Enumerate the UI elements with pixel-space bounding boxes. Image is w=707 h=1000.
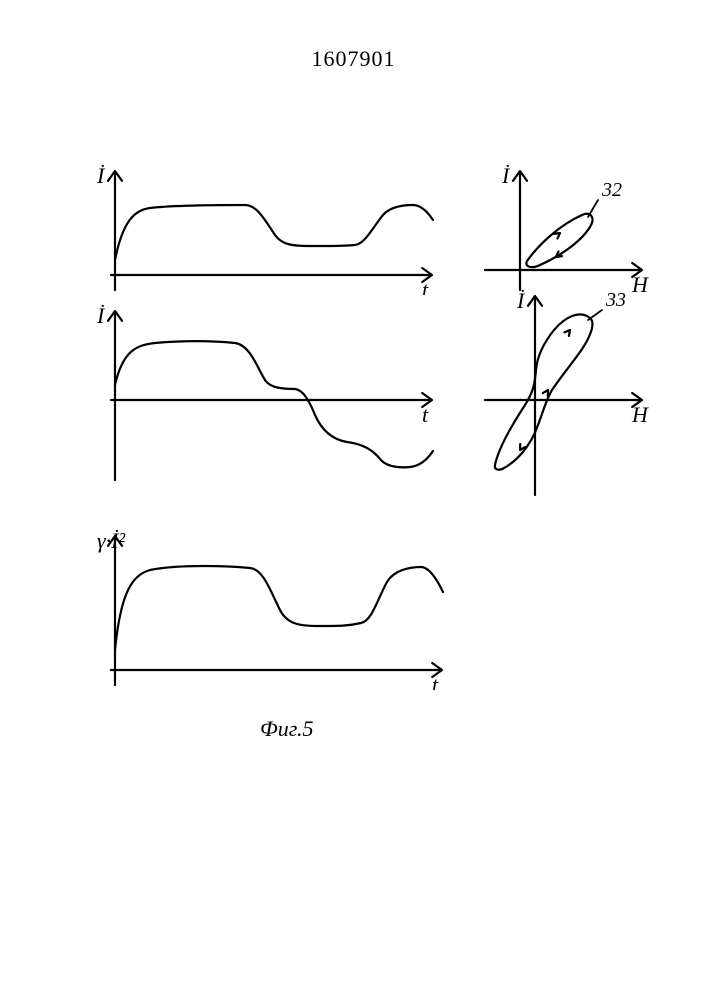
y-axis-label: İ	[96, 305, 106, 328]
y-axis-label: İ	[516, 290, 526, 313]
x-axis-label: t	[422, 277, 429, 295]
panel-row1-left: İt	[95, 165, 440, 295]
document-number: 1607901	[0, 46, 707, 72]
hysteresis-loop	[526, 214, 592, 267]
panel-row2-left: İt	[95, 305, 440, 485]
y-axis-label: İ	[96, 165, 106, 188]
x-axis-label: t	[432, 672, 439, 690]
callout-leader	[588, 200, 598, 217]
x-axis-label: H	[631, 402, 649, 427]
y-axis-label: İ	[501, 165, 511, 188]
page: 1607901 İt İH32 İt İ H 33 γ·İ² t Фиг.5	[0, 0, 707, 1000]
panel-row1-right: İH32	[480, 165, 650, 295]
callout-leader	[588, 310, 602, 320]
curve	[115, 566, 443, 650]
curve	[115, 341, 433, 467]
panel-row2-right: İ H 33	[480, 290, 650, 500]
curve	[115, 205, 433, 260]
panel-row3-left: γ·İ² t	[95, 530, 450, 690]
x-axis-label: t	[422, 402, 429, 427]
callout-label: 33	[605, 290, 626, 311]
callout-label: 32	[601, 179, 622, 201]
figure-caption: Фиг.5	[260, 716, 314, 742]
y-axis-label: γ·İ²	[97, 530, 125, 553]
